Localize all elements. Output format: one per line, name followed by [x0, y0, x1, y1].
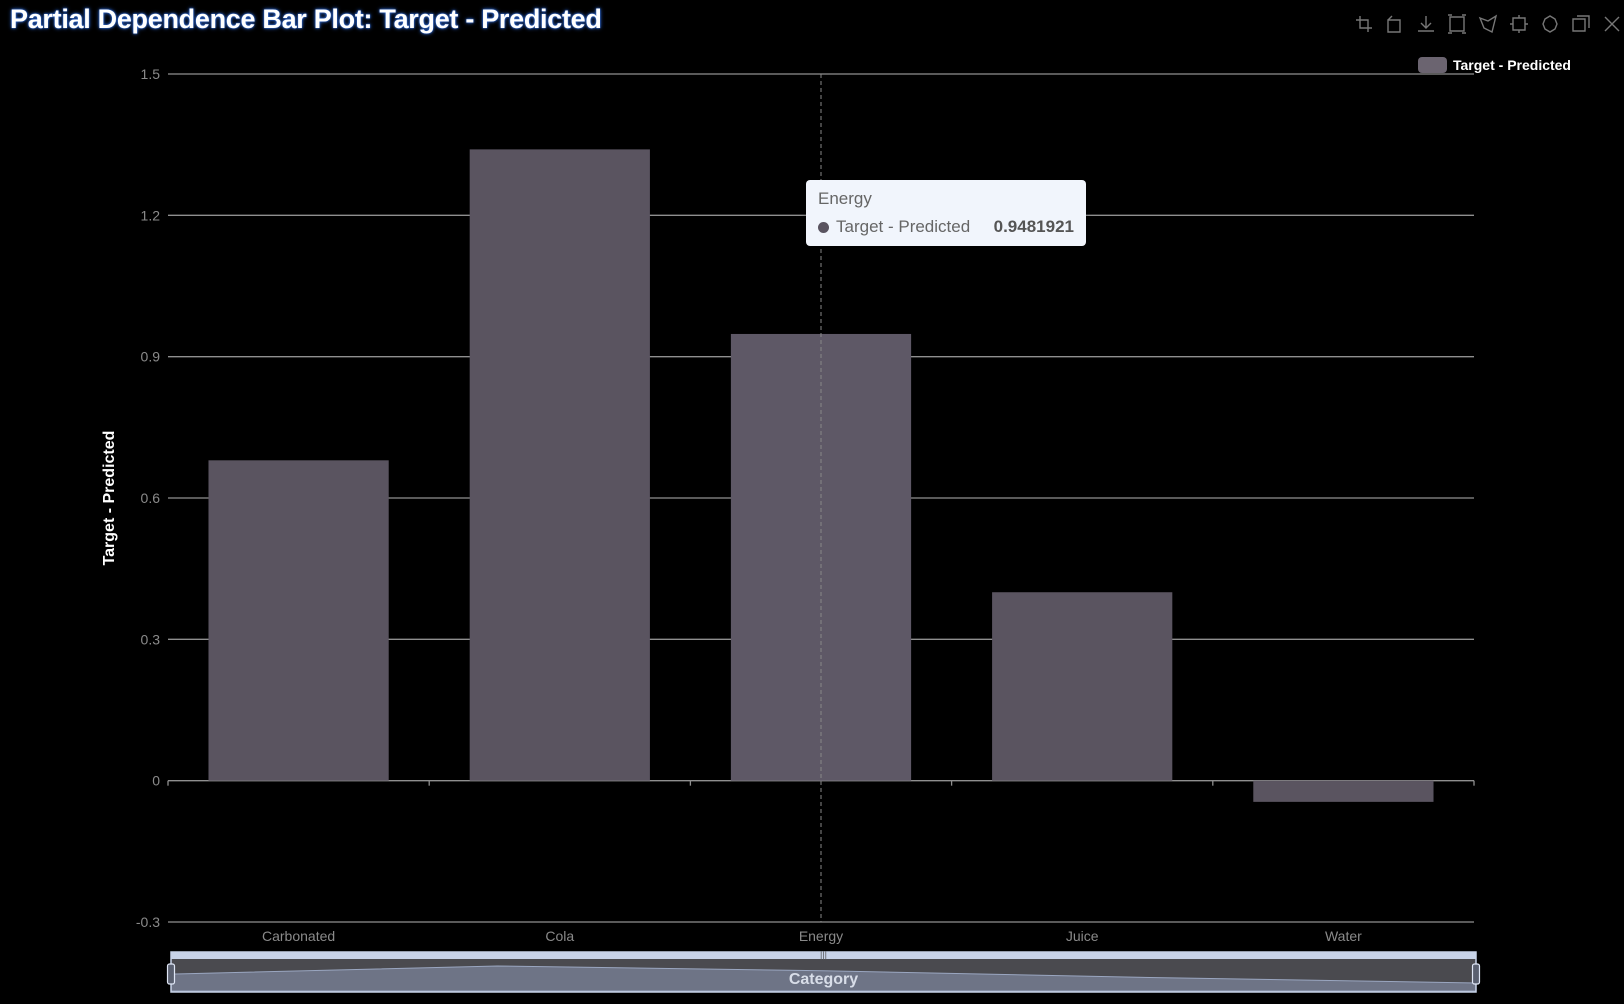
data-zoom-slider: ||| Category — [166, 950, 1481, 993]
y-tick-label: 1.5 — [141, 66, 161, 82]
tooltip-marker — [818, 221, 829, 233]
legend: Target - Predicted — [1418, 57, 1571, 73]
chart-tooltip: Energy Target - Predicted 0.9481921 — [806, 180, 1086, 246]
zoom-grip: ||| — [820, 950, 827, 960]
x-tick-label: Juice — [1066, 928, 1099, 944]
bar — [208, 460, 389, 781]
tick-labels: -0.3 0 0.3 0.6 0.9 1.2 1.5 Target - Predicted Ca… — [101, 66, 1362, 944]
data-view-icon[interactable] — [1569, 12, 1593, 36]
tooltip-series-name: Target - Predicted — [836, 217, 971, 236]
y-tick-label: 0.6 — [141, 490, 161, 506]
zoom-top-bar — [171, 952, 1476, 959]
tooltip-value: 0.9481921 — [993, 217, 1074, 236]
x-tick-label: Water — [1325, 928, 1362, 944]
x-tick-label: Carbonated — [262, 928, 335, 944]
download-icon[interactable] — [1414, 12, 1438, 36]
rect-select-icon[interactable] — [1445, 12, 1469, 36]
zoom-reset-icon[interactable] — [1383, 12, 1407, 36]
y-tick-label: 0.3 — [141, 631, 161, 647]
bar — [1253, 780, 1434, 802]
zoom-icon[interactable] — [1352, 12, 1376, 36]
keep-select-icon[interactable] — [1507, 12, 1531, 36]
y-tick-label: 0 — [152, 773, 160, 789]
polygon-select-icon[interactable] — [1476, 12, 1500, 36]
bars — [208, 149, 1434, 802]
legend-label: Target - Predicted — [1453, 57, 1571, 73]
zoom-handle-right[interactable] — [1471, 963, 1481, 985]
zoom-handle-left[interactable] — [166, 963, 176, 985]
y-tick-label: 0.9 — [141, 349, 161, 365]
tooltip-row: Target - Predicted 0.9481921 — [818, 216, 1074, 238]
y-tick-label: -0.3 — [136, 914, 160, 930]
x-tick-label: Energy — [799, 928, 843, 944]
bar — [469, 149, 650, 781]
chart-toolbox — [1352, 12, 1624, 36]
tooltip-title: Energy — [818, 189, 872, 208]
legend-swatch — [1418, 57, 1447, 73]
bar — [992, 592, 1173, 781]
clear-select-icon[interactable] — [1538, 12, 1562, 36]
y-tick-label: 1.2 — [141, 207, 161, 223]
restore-icon[interactable] — [1600, 12, 1624, 36]
x-axis-title: Category — [789, 971, 858, 988]
x-tick-label: Cola — [545, 928, 574, 944]
y-axis-title: Target - Predicted — [101, 431, 118, 566]
page-title: Partial Dependence Bar Plot: Target - Pr… — [10, 4, 602, 34]
